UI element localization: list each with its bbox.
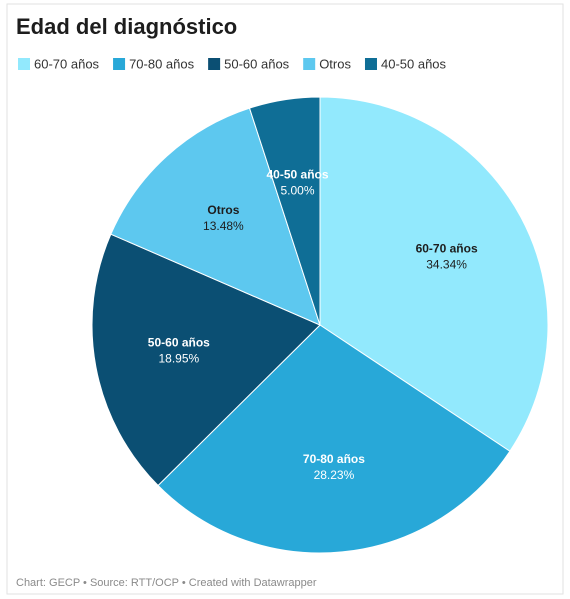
legend-swatch [18, 58, 30, 70]
pie-slice [248, 96, 321, 326]
pie-slice [91, 233, 321, 487]
slice-value: 28.23% [314, 468, 355, 482]
legend-swatch [303, 58, 316, 70]
frame [6, 3, 564, 595]
legend-swatch [113, 58, 126, 70]
slice-label: 60-70 años [416, 241, 478, 255]
slice-label: 70-80 años [303, 452, 365, 466]
slice-value: 18.95% [158, 352, 199, 366]
slice-value: 5.00% [281, 183, 315, 197]
legend-label: 60-70 años [34, 56, 100, 71]
pie-slice [157, 324, 511, 554]
slice-label: 40-50 años [267, 167, 329, 181]
legend-label: 50-60 años [224, 56, 290, 71]
slice-label: 50-60 años [148, 336, 210, 350]
chart-title: Edad del diagnóstico [16, 14, 237, 39]
pie-slice [110, 107, 321, 326]
legend-swatch [364, 58, 377, 70]
slice-label: Otros [207, 203, 239, 217]
legend-label: Otros [319, 56, 351, 71]
legend-label: 70-80 años [129, 56, 195, 71]
legend-label: 40-50 años [381, 56, 447, 71]
slice-value: 13.48% [203, 219, 244, 233]
source: Chart: GECP • Source: RTT/OCP • Created … [16, 577, 317, 589]
legend-swatch [208, 58, 221, 70]
slice-value: 34.34% [426, 257, 467, 271]
